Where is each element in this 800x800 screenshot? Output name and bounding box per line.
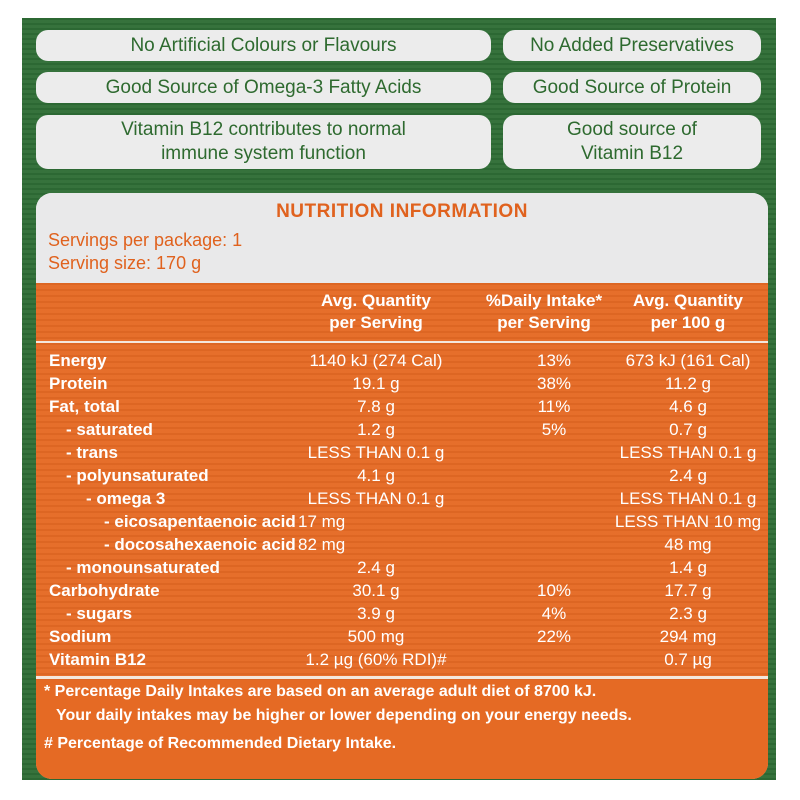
- row-label: - omega 3: [86, 489, 166, 508]
- per-100g-value: LESS THAN 0.1 g: [619, 489, 757, 508]
- table-row: Carbohydrate 30.1 g 10% 17.7 g: [36, 579, 768, 602]
- daily-intake-value: 22%: [536, 627, 572, 646]
- per-100g-value: LESS THAN 10 mg: [614, 512, 762, 531]
- table-row: Sodium 500 mg 22% 294 mg: [36, 625, 768, 648]
- nutrition-panel: NUTRITION INFORMATION Servings per packa…: [36, 193, 768, 779]
- table-row: - sugars 3.9 g 4% 2.3 g: [36, 602, 768, 625]
- header-divider: [36, 341, 768, 343]
- per-100g-value: 0.7 µg: [664, 650, 712, 669]
- table-row: - trans LESS THAN 0.1 g LESS THAN 0.1 g: [36, 441, 768, 464]
- per-100g-value: 673 kJ (161 Cal): [625, 351, 751, 370]
- table-row: Protein 19.1 g 38% 11.2 g: [36, 372, 768, 395]
- table-row: Energy 1140 kJ (274 Cal) 13% 673 kJ (161…: [36, 349, 768, 372]
- daily-intake-value: 38%: [536, 374, 572, 393]
- row-label: - eicosapentaenoic acid: [104, 512, 296, 531]
- daily-intake-value: 5%: [541, 420, 567, 439]
- claim-no-added-preservatives: No Added Preservatives: [503, 30, 761, 61]
- col-header-daily-intake: %Daily Intake* per Serving: [485, 291, 603, 332]
- per-serving-value: 7.8 g: [357, 397, 395, 416]
- col-header-per-serving: Avg. Quantity per Serving: [321, 291, 431, 332]
- footnote-daily-intake: * Percentage Daily Intakes are based on …: [44, 683, 597, 700]
- row-label: Carbohydrate: [49, 581, 160, 600]
- per-serving-value: 82 mg: [298, 535, 346, 554]
- per-serving-value: 30.1 g: [352, 581, 400, 600]
- daily-intake-value: 4%: [541, 604, 567, 623]
- footnote-energy-needs: Your daily intakes may be higher or lowe…: [56, 707, 632, 724]
- footnote-rdi: # Percentage of Recommended Dietary Inta…: [44, 735, 397, 752]
- per-serving-value: 17 mg: [298, 512, 346, 531]
- claim-protein: Good Source of Protein: [503, 72, 761, 103]
- servings-per-package: Servings per package: 1: [48, 230, 243, 250]
- table-row: - omega 3 LESS THAN 0.1 g LESS THAN 0.1 …: [36, 487, 768, 510]
- row-label: - monounsaturated: [66, 558, 220, 577]
- table-row: - eicosapentaenoic acid 17 mg LESS THAN …: [36, 510, 768, 533]
- row-label: Fat, total: [49, 397, 120, 416]
- per-100g-value: 2.4 g: [669, 466, 707, 485]
- table-row: Vitamin B12 1.2 µg (60% RDI)# 0.7 µg: [36, 648, 768, 671]
- footnote-divider: [36, 676, 768, 679]
- claim-no-artificial-colours: No Artificial Colours or Flavours: [36, 30, 491, 61]
- per-serving-value: 4.1 g: [357, 466, 395, 485]
- per-serving-value: 500 mg: [347, 627, 405, 646]
- row-label: Sodium: [49, 627, 112, 646]
- table-row: - polyunsaturated 4.1 g 2.4 g: [36, 464, 768, 487]
- row-label: - saturated: [66, 420, 153, 439]
- table-row: - monounsaturated 2.4 g 1.4 g: [36, 556, 768, 579]
- claim-b12-source: Good source of Vitamin B12: [503, 115, 761, 169]
- claim-b12-immune: Vitamin B12 contributes to normal immune…: [36, 115, 491, 169]
- daily-intake-value: 13%: [536, 351, 572, 370]
- table-row: Fat, total 7.8 g 11% 4.6 g: [36, 395, 768, 418]
- nutrition-header: NUTRITION INFORMATION Servings per packa…: [36, 193, 768, 283]
- row-label: - polyunsaturated: [66, 466, 209, 485]
- per-serving-value: 1.2 g: [357, 420, 395, 439]
- per-100g-value: 1.4 g: [669, 558, 707, 577]
- per-serving-value: 3.9 g: [357, 604, 395, 623]
- row-label: Protein: [49, 374, 108, 393]
- per-100g-value: LESS THAN 0.1 g: [619, 443, 757, 462]
- nutrition-title: NUTRITION INFORMATION: [276, 201, 528, 222]
- row-label: Vitamin B12: [49, 650, 147, 669]
- daily-intake-value: 11%: [537, 397, 571, 416]
- footnotes: * Percentage Daily Intakes are based on …: [36, 680, 768, 779]
- row-label: - trans: [66, 443, 118, 462]
- per-100g-value: 48 mg: [664, 535, 712, 554]
- row-label: Energy: [49, 351, 107, 370]
- per-100g-value: 17.7 g: [664, 581, 712, 600]
- row-label: - docosahexaenoic acid: [104, 535, 296, 554]
- per-100g-value: 11.2 g: [664, 374, 711, 393]
- row-label: - sugars: [66, 604, 133, 623]
- per-serving-value: LESS THAN 0.1 g: [307, 443, 445, 462]
- col-header-per-100g: Avg. Quantity per 100 g: [633, 291, 743, 332]
- per-serving-value: LESS THAN 0.1 g: [307, 489, 445, 508]
- claim-omega3: Good Source of Omega-3 Fatty Acids: [36, 72, 491, 103]
- per-serving-value: 1140 kJ (274 Cal): [309, 351, 443, 370]
- per-serving-value: 19.1 g: [352, 374, 400, 393]
- per-serving-value: 1.2 µg (60% RDI)#: [305, 650, 447, 669]
- per-100g-value: 294 mg: [659, 627, 717, 646]
- per-100g-value: 4.6 g: [669, 397, 707, 416]
- table-row: - saturated 1.2 g 5% 0.7 g: [36, 418, 768, 441]
- per-100g-value: 2.3 g: [669, 604, 707, 623]
- per-serving-value: 2.4 g: [357, 558, 395, 577]
- per-100g-value: 0.7 g: [669, 420, 707, 439]
- daily-intake-value: 10%: [536, 581, 572, 600]
- table-row: - docosahexaenoic acid 82 mg 48 mg: [36, 533, 768, 556]
- serving-size: Serving size: 170 g: [48, 253, 202, 273]
